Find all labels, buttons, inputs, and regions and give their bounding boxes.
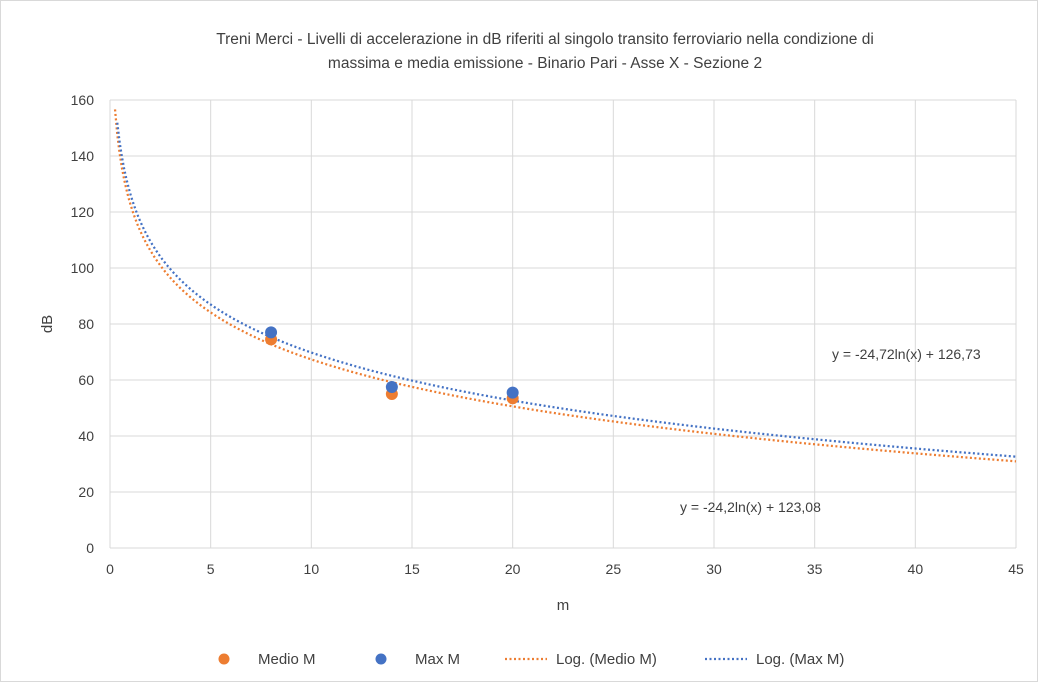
x-tick-label: 20 xyxy=(505,561,521,577)
y-tick-label: 160 xyxy=(71,92,95,108)
y-tick-label: 40 xyxy=(78,428,94,444)
y-tick-label: 120 xyxy=(71,204,95,220)
y-tick-label: 140 xyxy=(71,148,95,164)
legend-label: Medio M xyxy=(258,651,316,668)
legend-marker xyxy=(376,654,387,665)
point-max xyxy=(265,326,277,338)
legend-label: Log. (Max M) xyxy=(756,651,844,668)
x-tick-label: 45 xyxy=(1008,561,1024,577)
point-max xyxy=(386,381,398,393)
point-max xyxy=(507,387,519,399)
legend-label: Log. (Medio M) xyxy=(556,651,657,668)
x-tick-label: 35 xyxy=(807,561,823,577)
y-tick-label: 100 xyxy=(71,260,95,276)
y-tick-label: 80 xyxy=(78,316,94,332)
y-tick-label: 0 xyxy=(86,540,94,556)
chart-title-line-2: massima e media emissione - Binario Pari… xyxy=(328,55,762,72)
x-tick-label: 15 xyxy=(404,561,420,577)
chart-title-line-1: Treni Merci - Livelli di accelerazione i… xyxy=(216,31,874,48)
legend-marker xyxy=(219,654,230,665)
x-tick-label: 30 xyxy=(706,561,722,577)
x-tick-label: 10 xyxy=(304,561,320,577)
y-tick-label: 60 xyxy=(78,372,94,388)
y-tick-label: 20 xyxy=(78,484,94,500)
x-tick-label: 25 xyxy=(606,561,622,577)
x-tick-label: 40 xyxy=(908,561,924,577)
x-tick-label: 5 xyxy=(207,561,215,577)
legend-label: Max M xyxy=(415,651,460,668)
x-axis-title: m xyxy=(557,597,570,614)
y-axis-title: dB xyxy=(39,315,56,333)
x-tick-label: 0 xyxy=(106,561,114,577)
trendline-equation-max: y = -24,72ln(x) + 126,73 xyxy=(832,346,981,362)
trendline-equation-medio: y = -24,2ln(x) + 123,08 xyxy=(680,499,821,515)
